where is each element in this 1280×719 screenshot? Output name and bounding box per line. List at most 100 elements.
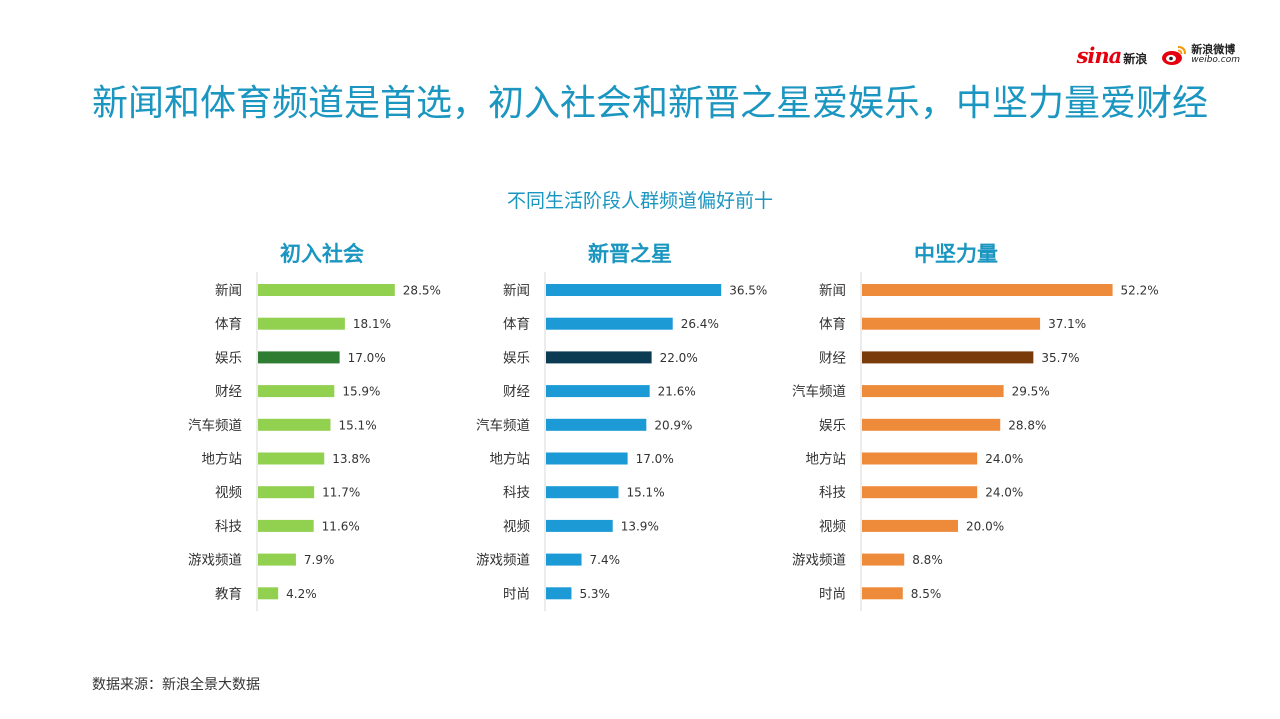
category-label: 娱乐 <box>215 350 242 366</box>
bar <box>862 519 958 532</box>
bar <box>546 418 647 431</box>
category-label: 娱乐 <box>819 418 846 434</box>
bar <box>258 351 340 364</box>
bar <box>258 317 345 330</box>
bar <box>546 486 619 499</box>
bar <box>862 452 978 465</box>
value-label: 11.7% <box>322 486 360 500</box>
chart-subtitle: 不同生活阶段人群频道偏好前十 <box>506 190 773 212</box>
bar <box>258 385 335 398</box>
category-label: 汽车频道 <box>476 417 530 434</box>
bar <box>258 486 315 499</box>
weibo-logo: 新浪微博 weibo.com <box>1161 44 1240 66</box>
value-label: 35.7% <box>1041 351 1079 365</box>
headline: 新闻和体育频道是首选，初入社会和新晋之星爱娱乐，中坚力量爱财经 <box>92 83 1209 124</box>
category-label: 视频 <box>503 519 531 535</box>
panel-title: 新晋之星 <box>588 242 672 266</box>
weibo-logo-en: weibo.com <box>1191 55 1240 65</box>
category-label: 体育 <box>819 317 846 333</box>
value-label: 13.8% <box>332 452 370 466</box>
bar <box>546 587 572 600</box>
value-label: 21.6% <box>658 385 696 399</box>
category-label: 游戏频道 <box>792 553 846 569</box>
value-label: 13.9% <box>621 519 659 533</box>
value-label: 7.4% <box>590 553 621 567</box>
bar-chart-zhongjian: 新闻 52.2% 体育 37.1% 财经 35.7% 汽车频道 29.5% 娱乐 28.8% 地方站… <box>792 272 1159 612</box>
bar <box>258 553 296 566</box>
bar <box>862 587 903 600</box>
bar <box>258 284 395 296</box>
value-label: 4.2% <box>286 587 317 601</box>
category-label: 科技 <box>819 485 847 501</box>
bar <box>862 351 1034 364</box>
bar <box>546 385 650 398</box>
category-label: 科技 <box>503 485 531 501</box>
bar <box>862 418 1001 431</box>
value-label: 26.4% <box>681 317 719 331</box>
bar <box>862 284 1113 296</box>
bar <box>546 553 582 566</box>
chart-panel-zhongjian: 中坚力量 新闻 52.2% 体育 37.1% 财经 35.7% 汽车频道 29.5% 娱乐 28.… <box>764 238 1159 618</box>
logos: sina 新浪 新浪微博 weibo.com <box>1077 40 1240 70</box>
bar-chart-xinjin: 新闻 36.5% 体育 26.4% 娱乐 22.0% 财经 21.6% 汽车频道 20.9% 地方站… <box>476 272 767 612</box>
value-label: 17.0% <box>636 452 674 466</box>
value-label: 36.5% <box>729 284 767 298</box>
bar <box>862 317 1041 330</box>
weibo-eye-icon <box>1162 46 1187 65</box>
bar <box>258 452 325 465</box>
panel-title: 初入社会 <box>280 242 364 266</box>
category-label: 教育 <box>215 586 242 602</box>
chart-panel-xinjin: 新晋之星 新闻 36.5% 体育 26.4% 娱乐 22.0% 财经 21.6% 汽车频道 20.… <box>448 238 767 618</box>
bar <box>862 486 978 499</box>
bar <box>862 553 905 566</box>
bar <box>546 317 673 330</box>
bar <box>862 385 1004 398</box>
data-source-note: 数据来源：新浪全景大数据 <box>92 677 260 693</box>
value-label: 20.0% <box>966 519 1004 533</box>
category-label: 新闻 <box>215 283 242 299</box>
value-label: 28.5% <box>403 284 441 298</box>
category-label: 地方站 <box>806 452 847 468</box>
value-label: 52.2% <box>1121 284 1159 298</box>
weibo-logo-cn: 新浪微博 <box>1191 43 1236 56</box>
bar <box>546 284 722 296</box>
category-label: 地方站 <box>490 452 531 468</box>
category-label: 汽车频道 <box>792 383 846 400</box>
value-label: 8.5% <box>911 587 942 601</box>
bar-chart-chuxun: 新闻 28.5% 体育 18.1% 娱乐 17.0% 财经 15.9% 汽车频道 15.1% 地方站… <box>188 272 441 612</box>
value-label: 24.0% <box>985 486 1023 500</box>
category-label: 财经 <box>819 350 847 366</box>
category-label: 财经 <box>503 384 531 400</box>
bar <box>258 587 279 600</box>
value-label: 5.3% <box>579 587 610 601</box>
bar <box>546 519 613 532</box>
category-label: 体育 <box>215 317 242 333</box>
sina-logo-cn: 新浪 <box>1123 51 1148 66</box>
category-label: 时尚 <box>503 586 530 602</box>
sina-logo: sina 新浪 <box>1077 43 1148 68</box>
category-label: 财经 <box>215 384 242 400</box>
value-label: 15.9% <box>342 385 380 399</box>
value-label: 18.1% <box>353 317 391 331</box>
value-label: 22.0% <box>660 351 698 365</box>
value-label: 15.1% <box>626 486 664 500</box>
bar <box>258 519 314 532</box>
value-label: 11.6% <box>322 519 360 533</box>
category-label: 新闻 <box>503 283 530 299</box>
chart-panel-chuxun: 初入社会 新闻 28.5% 体育 18.1% 娱乐 17.0% 财经 15.9% 汽车频道 15.… <box>160 238 460 618</box>
value-label: 8.8% <box>912 553 943 567</box>
bar <box>546 351 652 364</box>
panel-title: 中坚力量 <box>914 242 998 266</box>
category-label: 视频 <box>215 485 242 501</box>
value-label: 15.1% <box>338 418 376 432</box>
category-label: 游戏频道 <box>188 553 242 569</box>
category-label: 时尚 <box>819 586 846 602</box>
value-label: 7.9% <box>304 553 335 567</box>
category-label: 科技 <box>215 519 242 535</box>
value-label: 28.8% <box>1008 418 1046 432</box>
category-label: 新闻 <box>819 283 846 299</box>
value-label: 37.1% <box>1048 317 1086 331</box>
category-label: 娱乐 <box>503 350 530 366</box>
value-label: 17.0% <box>348 351 386 365</box>
sina-logo-word: sina <box>1076 42 1123 68</box>
